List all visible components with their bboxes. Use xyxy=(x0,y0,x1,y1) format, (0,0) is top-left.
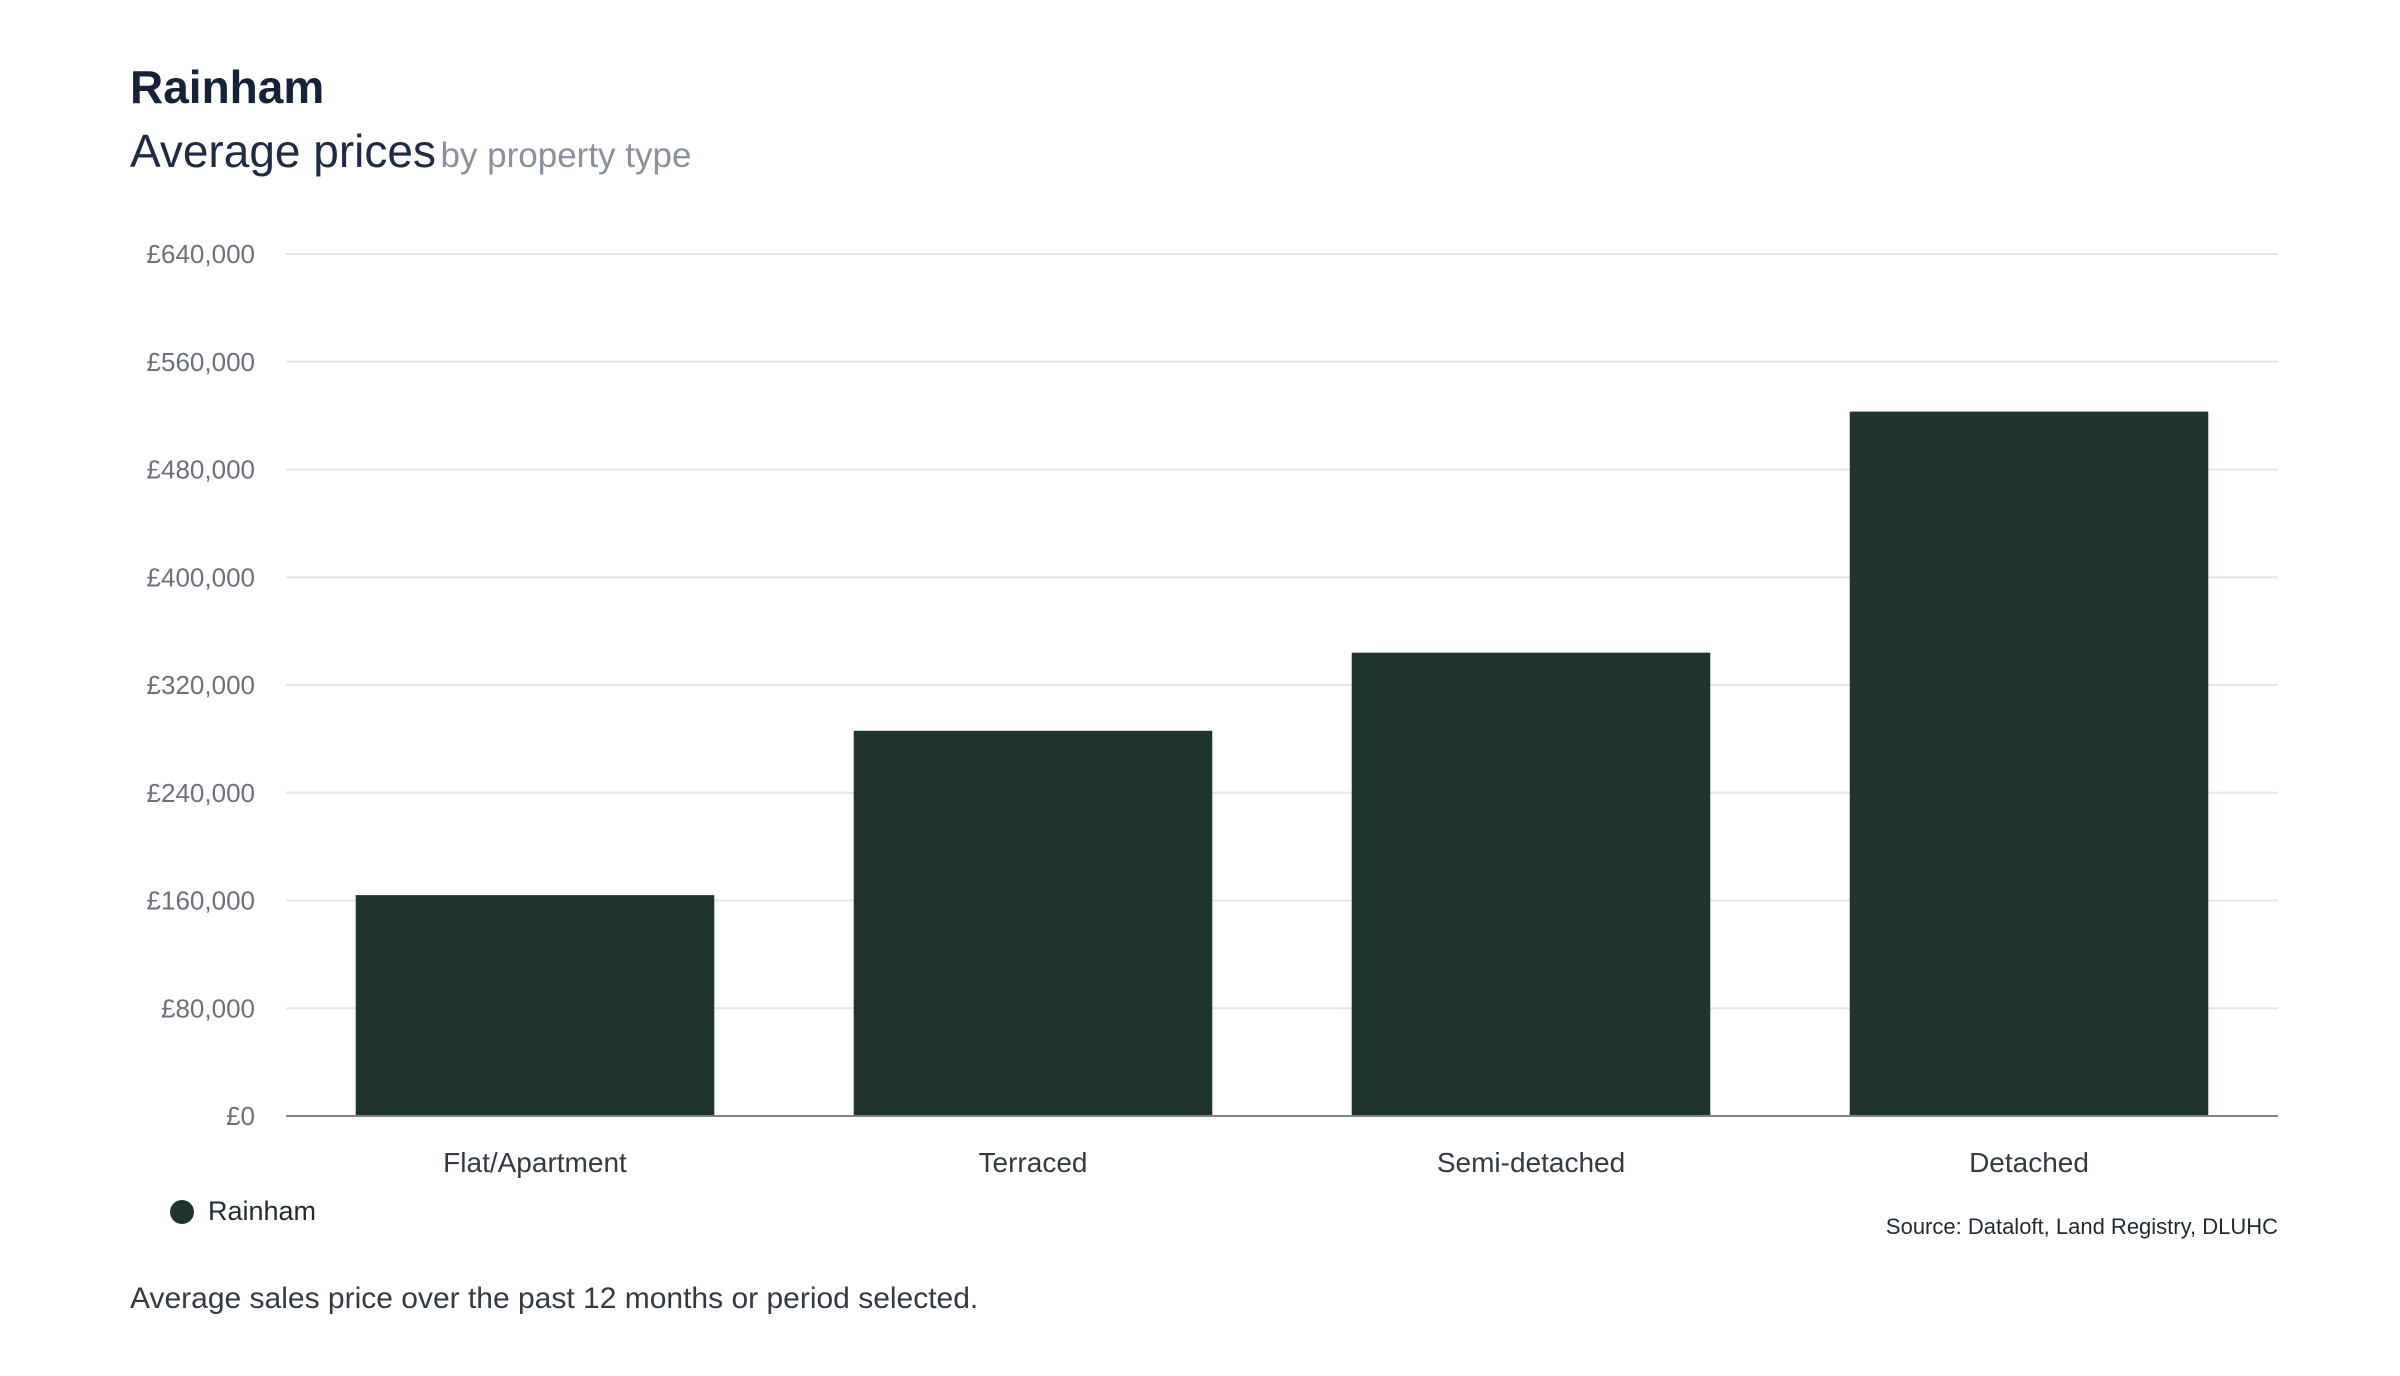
legend: Rainham xyxy=(170,1196,316,1227)
y-tick-label: £640,000 xyxy=(147,239,255,269)
y-tick-label: £400,000 xyxy=(147,562,255,592)
bar xyxy=(355,895,715,1116)
legend-swatch xyxy=(170,1199,194,1224)
x-axis-labels: Flat/Apartment Terraced Semi-detached Detac… xyxy=(443,1147,2089,1178)
bars xyxy=(355,411,2209,1117)
subtitle-sub: by property type xyxy=(440,136,692,175)
x-tick-label: Flat/Apartment xyxy=(443,1147,627,1178)
y-tick-label: £480,000 xyxy=(147,455,255,485)
chart-subtitle: Average prices by property type xyxy=(130,124,691,179)
y-tick-label: £160,000 xyxy=(147,886,255,916)
bar xyxy=(1351,652,1711,1116)
subtitle-main: Average prices xyxy=(130,125,436,177)
bar xyxy=(1849,411,2209,1117)
y-tick-label: £80,000 xyxy=(161,993,255,1023)
y-tick-label: £320,000 xyxy=(147,670,255,700)
x-tick-label: Detached xyxy=(1969,1147,2089,1178)
chart-title: Rainham xyxy=(130,61,325,113)
y-tick-label: £560,000 xyxy=(147,347,255,377)
y-tick-label: £0 xyxy=(226,1101,255,1131)
x-tick-label: Terraced xyxy=(979,1147,1088,1178)
y-axis-ticks: £0 £80,000 £160,000 £240,000 £320,000 £400,00… xyxy=(147,239,255,1131)
y-tick-label: £240,000 xyxy=(147,778,255,808)
x-tick-label: Semi-detached xyxy=(1437,1147,1625,1178)
legend-label: Rainham xyxy=(208,1196,317,1226)
footnote: Average sales price over the past 12 mon… xyxy=(130,1282,979,1315)
source-note: Source: Dataloft, Land Registry, DLUHC xyxy=(1885,1214,2278,1239)
bar xyxy=(853,730,1213,1116)
